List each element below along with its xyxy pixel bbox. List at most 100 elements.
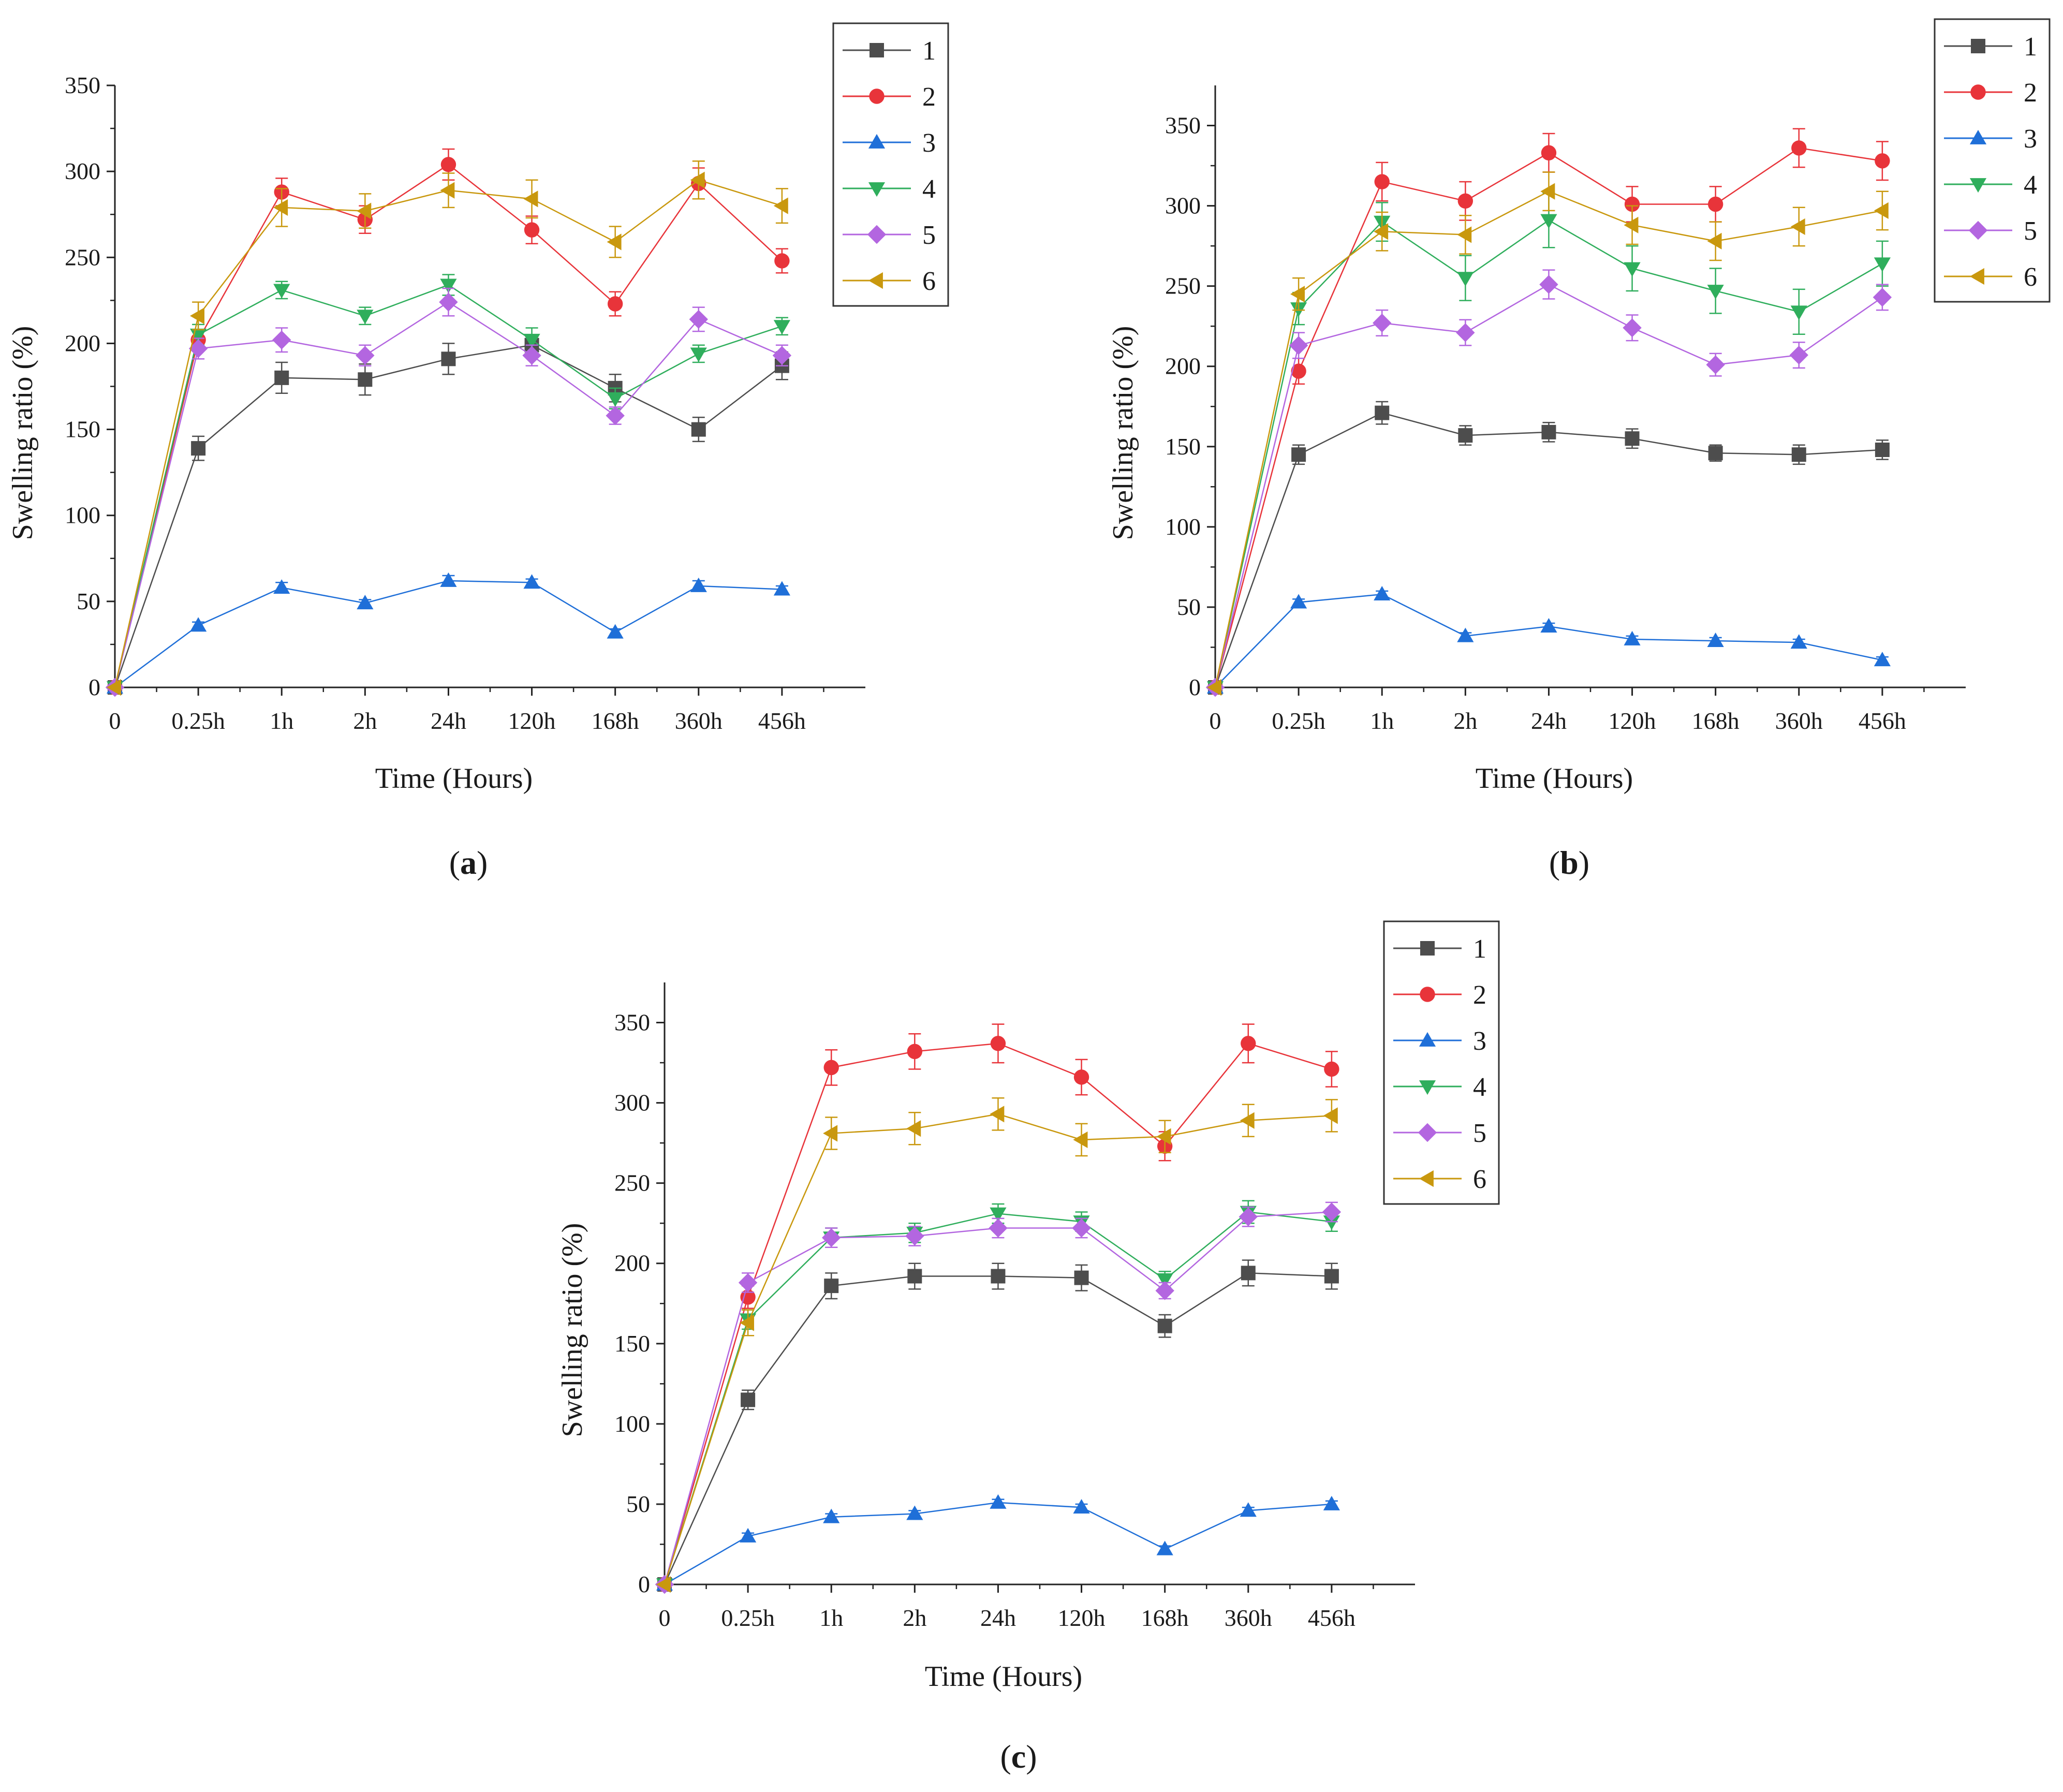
data-point	[822, 1228, 841, 1247]
data-point	[607, 624, 624, 639]
x-tick-label: 0.25h	[1272, 708, 1325, 734]
data-point	[357, 595, 374, 610]
series-1	[657, 1259, 1339, 1592]
caption-open-paren: (	[1000, 1738, 1011, 1775]
legend-item-2: 2	[843, 82, 936, 112]
data-point	[1241, 1266, 1256, 1281]
data-point	[1074, 1270, 1089, 1285]
data-point	[273, 284, 290, 299]
data-point	[1374, 174, 1390, 189]
data-point	[740, 1314, 755, 1331]
data-point	[690, 171, 705, 188]
caption-open-paren: (	[449, 844, 460, 881]
data-point	[907, 1269, 922, 1284]
caption-open-paren: (	[1549, 844, 1560, 881]
data-point	[607, 233, 622, 251]
data-point	[1791, 447, 1806, 462]
y-axis-title: Swelling ratio (%)	[1107, 326, 1139, 540]
data-point	[1290, 286, 1305, 303]
legend-label: 3	[1473, 1026, 1486, 1056]
data-point	[824, 1279, 839, 1294]
series-line	[114, 164, 783, 688]
series-1	[108, 334, 789, 695]
x-tick-label: 24h	[431, 708, 466, 734]
legend: 1 2 3 4 5 6	[1383, 920, 1500, 1205]
data-point	[1374, 223, 1389, 240]
y-tick-label: 350	[1165, 112, 1201, 139]
x-tick-label: 0	[1210, 708, 1221, 734]
data-point	[823, 1125, 838, 1142]
legend-label: 2	[1473, 980, 1486, 1010]
series-line	[1214, 412, 1882, 688]
series-5	[105, 287, 792, 697]
legend-item-4: 4	[1393, 1073, 1486, 1102]
x-tick-label: 24h	[980, 1605, 1016, 1631]
data-point	[740, 1527, 757, 1543]
data-point	[1625, 431, 1640, 446]
data-point	[357, 310, 374, 325]
data-point	[1156, 1540, 1173, 1555]
y-tick-label: 50	[626, 1491, 650, 1517]
data-point	[1373, 313, 1392, 333]
x-tick-label: 1h	[270, 708, 293, 734]
data-point	[441, 351, 456, 366]
data-point	[522, 346, 541, 365]
series-5	[655, 1201, 1342, 1594]
data-point	[1791, 140, 1807, 156]
series-2	[107, 148, 790, 695]
legend-marker	[1419, 1170, 1434, 1187]
legend-item-1: 1	[843, 36, 936, 66]
legend-marker	[868, 272, 883, 289]
data-point	[1206, 679, 1221, 696]
data-point	[439, 292, 458, 312]
data-point	[1239, 1207, 1258, 1226]
y-tick-label: 250	[1165, 273, 1201, 299]
x-tick-label: 0.25h	[721, 1605, 775, 1631]
data-point	[273, 199, 288, 216]
data-point	[906, 1505, 923, 1520]
data-point	[1707, 232, 1722, 249]
legend-label: 6	[922, 267, 936, 296]
series-4	[106, 274, 790, 696]
data-point	[690, 577, 707, 592]
data-point	[1155, 1281, 1174, 1300]
data-point	[989, 1218, 1008, 1238]
x-tick-label: 0	[659, 1605, 671, 1631]
data-point	[1322, 1202, 1342, 1222]
data-point	[358, 372, 373, 387]
y-tick-label: 100	[65, 502, 100, 528]
legend: 1 2 3 4 5 6	[1934, 18, 2051, 303]
data-point	[773, 197, 788, 214]
caption-close-paren: )	[477, 844, 488, 881]
y-tick-label: 50	[1177, 594, 1201, 620]
data-point	[1875, 443, 1890, 458]
data-point	[1457, 272, 1474, 287]
legend-item-6: 6	[843, 267, 936, 296]
y-tick-label: 100	[1165, 513, 1201, 540]
data-point	[1707, 285, 1724, 300]
x-tick-label: 24h	[1531, 708, 1567, 734]
data-point	[656, 1576, 671, 1593]
series-line	[114, 580, 782, 688]
data-point	[1707, 196, 1723, 212]
series-line	[114, 344, 783, 688]
caption-letter: b	[1560, 844, 1579, 881]
data-point	[356, 346, 375, 365]
legend-marker	[868, 182, 886, 197]
data-point	[1623, 318, 1642, 337]
legend-item-3: 3	[1393, 1026, 1486, 1056]
data-point	[772, 346, 792, 365]
data-point	[1156, 1273, 1173, 1288]
data-point	[990, 1036, 1006, 1051]
series-1	[1208, 401, 1890, 695]
data-point	[907, 1044, 923, 1060]
legend-item-3: 3	[843, 128, 936, 158]
legend-label: 6	[2024, 262, 2037, 292]
data-point	[357, 202, 372, 219]
data-point	[823, 1508, 840, 1523]
legend-marker	[1968, 221, 1988, 240]
legend-label: 2	[2024, 78, 2037, 108]
data-point	[1456, 323, 1475, 342]
y-tick-label: 300	[1165, 193, 1201, 219]
series-line	[664, 1502, 1332, 1585]
